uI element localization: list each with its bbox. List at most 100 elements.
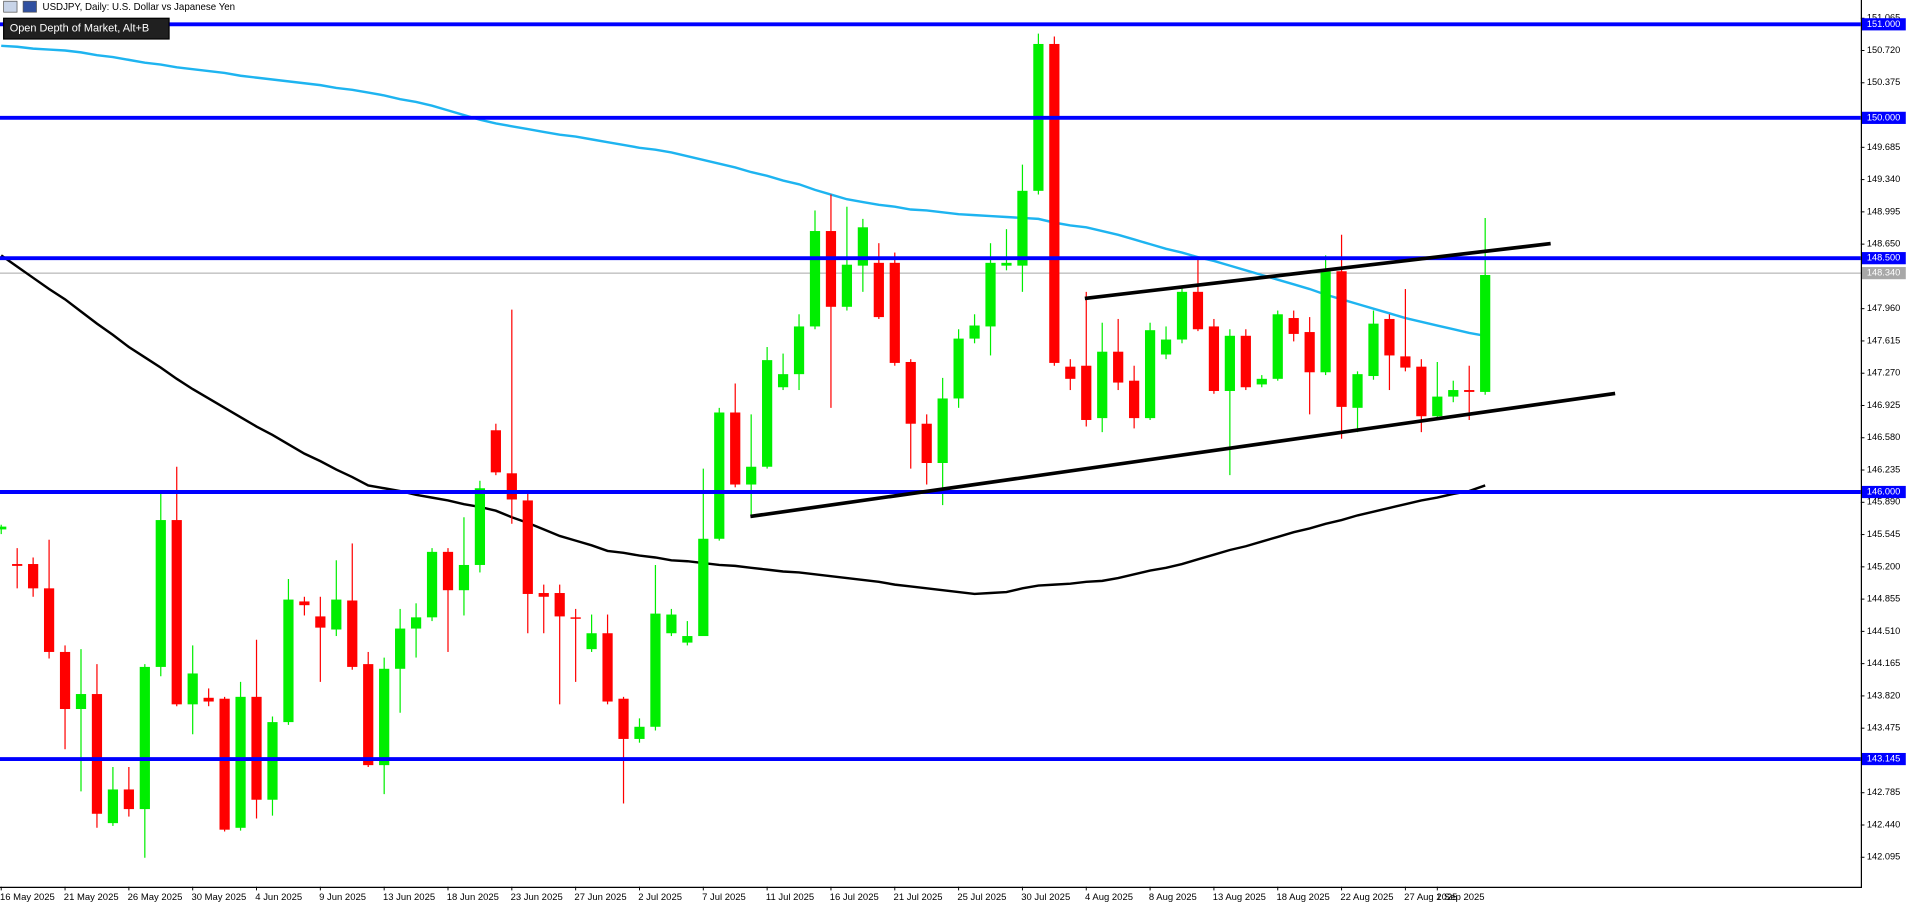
candle-body xyxy=(1352,374,1363,408)
y-tick-label: 144.165 xyxy=(1867,658,1900,668)
candle-body xyxy=(538,593,549,597)
candle-body xyxy=(793,326,805,375)
x-tick-label: 8 Aug 2025 xyxy=(1149,892,1197,903)
candle-body xyxy=(953,338,964,399)
candle-body xyxy=(1081,365,1092,420)
x-tick-label: 13 Jun 2025 xyxy=(383,892,435,903)
trend-line xyxy=(1084,241,1551,301)
candle-body xyxy=(107,789,119,824)
x-tick-label: 2 Jul 2025 xyxy=(638,892,682,903)
x-tick-label: 18 Jun 2025 xyxy=(447,892,499,903)
candle-body xyxy=(1336,271,1347,407)
candle-body xyxy=(251,696,262,800)
candle-body xyxy=(1240,335,1251,388)
candle-body xyxy=(1448,390,1459,397)
x-tick-label: 1 Sep 2025 xyxy=(1436,892,1484,903)
candle-body xyxy=(730,412,741,485)
candle-body xyxy=(857,227,868,266)
plot-area xyxy=(0,22,1861,858)
candle-body xyxy=(75,694,87,710)
axis-labels: 151.065 150.720 150.375 149.685 149.340 148.9… xyxy=(0,13,1906,903)
x-tick-label: 13 Aug 2025 xyxy=(1213,892,1266,903)
x-tick-label: 9 Jun 2025 xyxy=(319,892,366,903)
candle-body xyxy=(1113,351,1124,383)
candle-body xyxy=(219,698,230,830)
candle-body xyxy=(618,698,629,739)
candle-body xyxy=(315,616,326,628)
x-tick-label: 30 May 2025 xyxy=(191,892,246,903)
level-label: 146.000 xyxy=(1867,486,1900,496)
candle-body xyxy=(426,551,438,618)
candle-body xyxy=(91,694,103,814)
candle-body xyxy=(1049,43,1060,363)
candle-body xyxy=(1320,271,1331,373)
y-tick-label: 142.440 xyxy=(1867,819,1900,829)
tooltip xyxy=(3,17,170,40)
candle-body xyxy=(905,361,916,424)
candle-body xyxy=(1001,262,1012,266)
x-tick-label: 25 Jul 2025 xyxy=(957,892,1006,903)
candle-body xyxy=(1432,396,1443,417)
icon xyxy=(22,0,37,13)
moving-average xyxy=(0,254,1486,596)
candle-body xyxy=(363,664,374,766)
candle-body xyxy=(714,412,725,539)
candle-body xyxy=(1224,335,1235,391)
level-label: 148.500 xyxy=(1867,253,1900,263)
candle-body xyxy=(1017,190,1028,266)
x-tick-label: 23 Jun 2025 xyxy=(511,892,563,903)
candle-body xyxy=(1480,274,1491,392)
candle-body xyxy=(347,600,358,667)
candle-body xyxy=(379,668,390,766)
candle-body xyxy=(1144,330,1156,419)
current-price-label: 148.340 xyxy=(1867,268,1900,278)
candle-body xyxy=(59,651,71,710)
x-tick-label: 18 Aug 2025 xyxy=(1277,892,1330,903)
candle-body xyxy=(650,613,661,727)
candle-body xyxy=(985,262,996,327)
candle-body xyxy=(155,520,166,667)
candle-body xyxy=(506,473,517,500)
candle-body xyxy=(1368,323,1379,377)
candle-body xyxy=(921,423,932,464)
y-tick-label: 145.890 xyxy=(1867,497,1900,507)
y-tick-label: 150.375 xyxy=(1867,77,1900,87)
x-tick-label: 16 May 2025 xyxy=(0,892,55,903)
candle-body xyxy=(203,697,214,702)
candle-body xyxy=(1272,314,1283,379)
y-tick-label: 148.995 xyxy=(1867,206,1900,216)
header: USDJPY, Daily: U.S. Dollar vs Japanese Y… xyxy=(3,0,235,40)
candle-body xyxy=(474,488,486,565)
level-tag xyxy=(1862,752,1906,766)
candle-body xyxy=(634,726,645,739)
candle-body xyxy=(187,673,198,705)
candle-body xyxy=(171,520,182,705)
candle-body xyxy=(889,262,900,363)
y-tick-label: 149.685 xyxy=(1867,142,1900,152)
candle-body xyxy=(442,551,454,591)
x-tick-label: 7 Jul 2025 xyxy=(702,892,746,903)
candle-body xyxy=(809,231,821,327)
y-tick-label: 143.820 xyxy=(1867,690,1900,700)
candle-body xyxy=(410,617,422,629)
candle-body xyxy=(1129,380,1140,419)
level-label: 151.000 xyxy=(1867,19,1900,29)
candle-body xyxy=(28,564,39,589)
candle-body xyxy=(1416,366,1427,417)
y-tick-label: 147.615 xyxy=(1867,335,1900,345)
candle-body xyxy=(969,325,980,339)
candle-body xyxy=(1065,366,1076,379)
candle-body xyxy=(554,593,565,617)
y-tick-label: 149.340 xyxy=(1867,174,1900,184)
level-label: 150.000 xyxy=(1867,112,1900,122)
current-price-tag xyxy=(1862,267,1906,280)
y-tick-label: 145.200 xyxy=(1867,561,1900,571)
x-tick-label: 21 Jul 2025 xyxy=(894,892,943,903)
candle-body xyxy=(570,617,581,619)
candle-body xyxy=(43,588,55,652)
candle-body xyxy=(937,398,948,464)
candle-body xyxy=(1464,390,1475,392)
